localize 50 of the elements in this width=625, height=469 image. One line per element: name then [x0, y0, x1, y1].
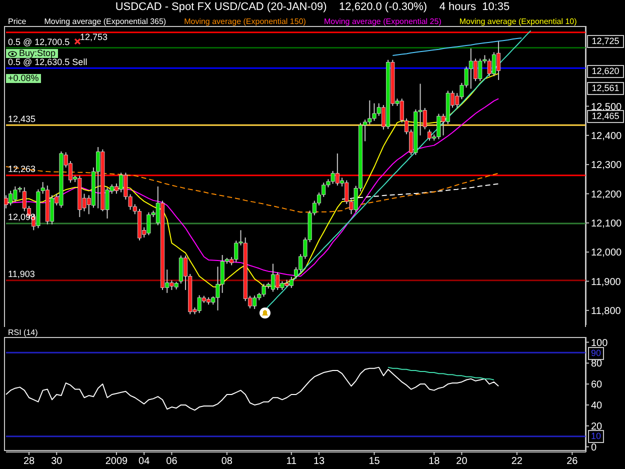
- y-tick-label: 11,900: [591, 276, 622, 288]
- ref-line-label: 90: [588, 346, 604, 360]
- y-tick-label: 100: [591, 338, 608, 349]
- y-tick-label: 40: [591, 400, 603, 412]
- x-tick-label: 2009: [105, 456, 128, 468]
- x-tick-label: 13: [313, 456, 326, 468]
- text: Moving average (Exponential 25): [324, 16, 442, 26]
- y-tick-label: 12,100: [591, 218, 622, 230]
- y-tick-label: 0: [591, 442, 597, 454]
- x-tick-label: 22: [511, 456, 523, 468]
- y-tick-label: 20: [591, 421, 603, 432]
- x-tick-label: 20: [456, 456, 468, 468]
- x-tick-label: 04: [138, 456, 150, 468]
- y-tick-label: 12,000: [591, 248, 622, 259]
- ref-line-label: 10: [588, 430, 604, 444]
- y-tick-label: 11,800: [591, 306, 622, 317]
- annotation: 12,465: [587, 110, 624, 124]
- y-tick-label: 12,200: [591, 189, 622, 200]
- y-axis-title: RSI (14): [8, 328, 38, 336]
- annotation: 12,725: [587, 34, 624, 48]
- y-tick-label: 12,400: [591, 130, 622, 142]
- x-tick-label: 28: [23, 456, 36, 468]
- y-tick-label: 12,500: [591, 102, 622, 113]
- y-tick-label: 60: [591, 380, 603, 391]
- x-tick-label: 18: [428, 456, 440, 468]
- text: Moving average (Exponential 150): [184, 16, 306, 26]
- x-tick-label: 08: [221, 456, 233, 468]
- line-series: [388, 366, 494, 380]
- ref-line-label: 12,435: [8, 114, 36, 124]
- x-tick-label: 15: [368, 456, 380, 468]
- x-tick-label: 26: [566, 456, 578, 468]
- annotation: 12,561: [587, 82, 624, 96]
- annotation: Buy:Stop: [6, 48, 58, 58]
- ref-line-label: 0.5 @ 12,630.5 Sell: [8, 57, 88, 68]
- chart-title: USDCAD - Spot FX USD/CAD (20-JAN-09) 12,620.0 (-0.30%) 4 hours 10:35: [114, 1, 511, 13]
- text: Moving average (Exponential 365): [44, 16, 166, 26]
- annotation: +0.08%: [6, 73, 41, 83]
- ref-line-label: 0.5 @ 12,700.5: [8, 36, 71, 47]
- y-tick-label: 12,300: [591, 160, 622, 172]
- ref-line-label: 12,753: [80, 32, 108, 42]
- ref-line-label: 12,263: [8, 164, 36, 174]
- x-tick-label: 11: [286, 456, 298, 468]
- text: Moving average (Exponential 10): [459, 16, 577, 26]
- ref-line-label: 11,903: [8, 269, 35, 280]
- line-series: [6, 366, 500, 411]
- x-tick-label: 06: [166, 456, 178, 468]
- line-series: [392, 37, 522, 56]
- annotation: 12,620: [587, 65, 624, 78]
- y-axis-title: Price: [8, 16, 26, 26]
- x-tick-label: 30: [51, 456, 63, 468]
